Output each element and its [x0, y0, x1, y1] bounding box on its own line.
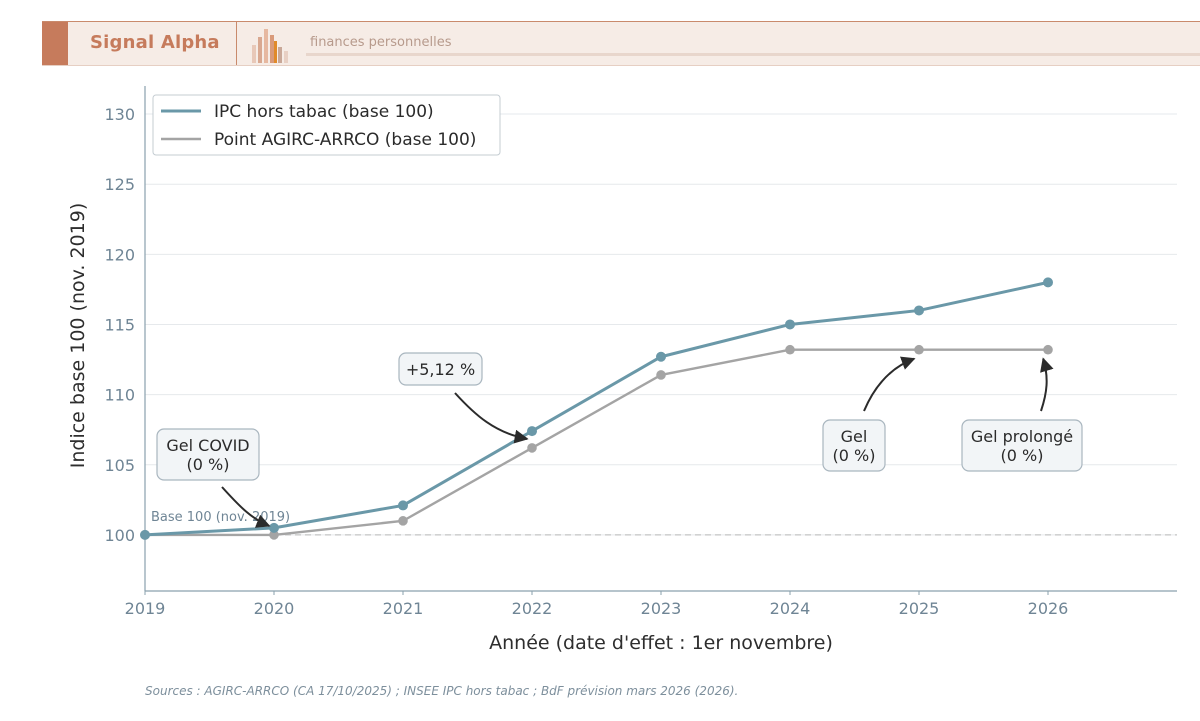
annotation-arrow	[221, 486, 271, 528]
x-tick-label: 2026	[1028, 599, 1069, 618]
banner-divider	[236, 22, 237, 65]
y-tick-label: 105	[104, 456, 135, 475]
tagline-rule	[306, 53, 1200, 56]
y-tick-label: 115	[104, 315, 135, 334]
annotation-label: Gel	[841, 427, 868, 446]
x-tick-label: 2025	[899, 599, 940, 618]
brand-swatch	[42, 22, 68, 65]
source-note: Sources : AGIRC-ARRCO (CA 17/10/2025) ; …	[145, 684, 739, 698]
series-line	[145, 348, 1048, 537]
header-banner: Signal Alpha finances personnelles	[42, 21, 1200, 66]
data-point	[785, 344, 795, 355]
data-point	[1043, 344, 1053, 355]
legend-label: Point AGIRC-ARRCO (base 100)	[214, 130, 476, 150]
annotation-box	[398, 352, 483, 386]
data-point	[656, 351, 666, 362]
legend-label: IPC hors tabac (base 100)	[214, 102, 434, 122]
data-point	[656, 370, 666, 380]
data-point	[269, 530, 279, 540]
y-tick-label: 120	[104, 245, 135, 264]
x-tick-label: 2023	[641, 599, 682, 618]
x-tick-label: 2024	[770, 599, 811, 618]
data-point	[914, 305, 924, 316]
x-tick-label: 2019	[125, 599, 166, 618]
y-tick-label: 110	[104, 386, 135, 405]
x-tick-label: 2020	[254, 599, 295, 618]
data-point	[140, 529, 150, 540]
annotation-arrow	[454, 392, 529, 444]
annotation-arrow	[863, 356, 916, 412]
reference-line-label: Base 100 (nov. 2019)	[151, 510, 290, 525]
data-point	[527, 426, 537, 437]
y-tick-label: 100	[104, 526, 135, 545]
x-tick-label: 2021	[383, 599, 424, 618]
annotation-box	[156, 428, 260, 481]
y-tick-label: 125	[104, 175, 135, 194]
bar-chart-logo-icon	[252, 29, 288, 63]
data-point	[527, 443, 537, 453]
y-tick-label: 130	[104, 105, 135, 124]
annotation-box	[822, 419, 886, 472]
annotation-label: (0 %)	[187, 455, 230, 474]
annotation-label: (0 %)	[1001, 446, 1044, 465]
x-axis-title: Année (date d'effet : 1er novembre)	[489, 632, 833, 654]
annotation-label: Gel COVID	[166, 436, 249, 455]
brand-name: Signal Alpha	[90, 32, 220, 53]
annotation-label: +5,12 %	[406, 360, 475, 379]
data-point	[398, 516, 408, 526]
x-tick-label: 2022	[512, 599, 553, 618]
data-point	[269, 522, 279, 533]
data-point	[785, 319, 795, 330]
legend-box	[152, 94, 501, 156]
annotation-box	[961, 419, 1083, 472]
annotation-label: Gel prolongé	[971, 427, 1073, 446]
annotation-label: (0 %)	[833, 446, 876, 465]
y-axis-title: Indice base 100 (nov. 2019)	[67, 203, 89, 469]
data-point	[398, 500, 408, 511]
series-line	[144, 280, 1049, 537]
tagline: finances personnelles	[310, 35, 452, 50]
data-point	[914, 344, 924, 355]
annotation-arrow	[1040, 357, 1054, 412]
data-point	[1043, 277, 1053, 288]
